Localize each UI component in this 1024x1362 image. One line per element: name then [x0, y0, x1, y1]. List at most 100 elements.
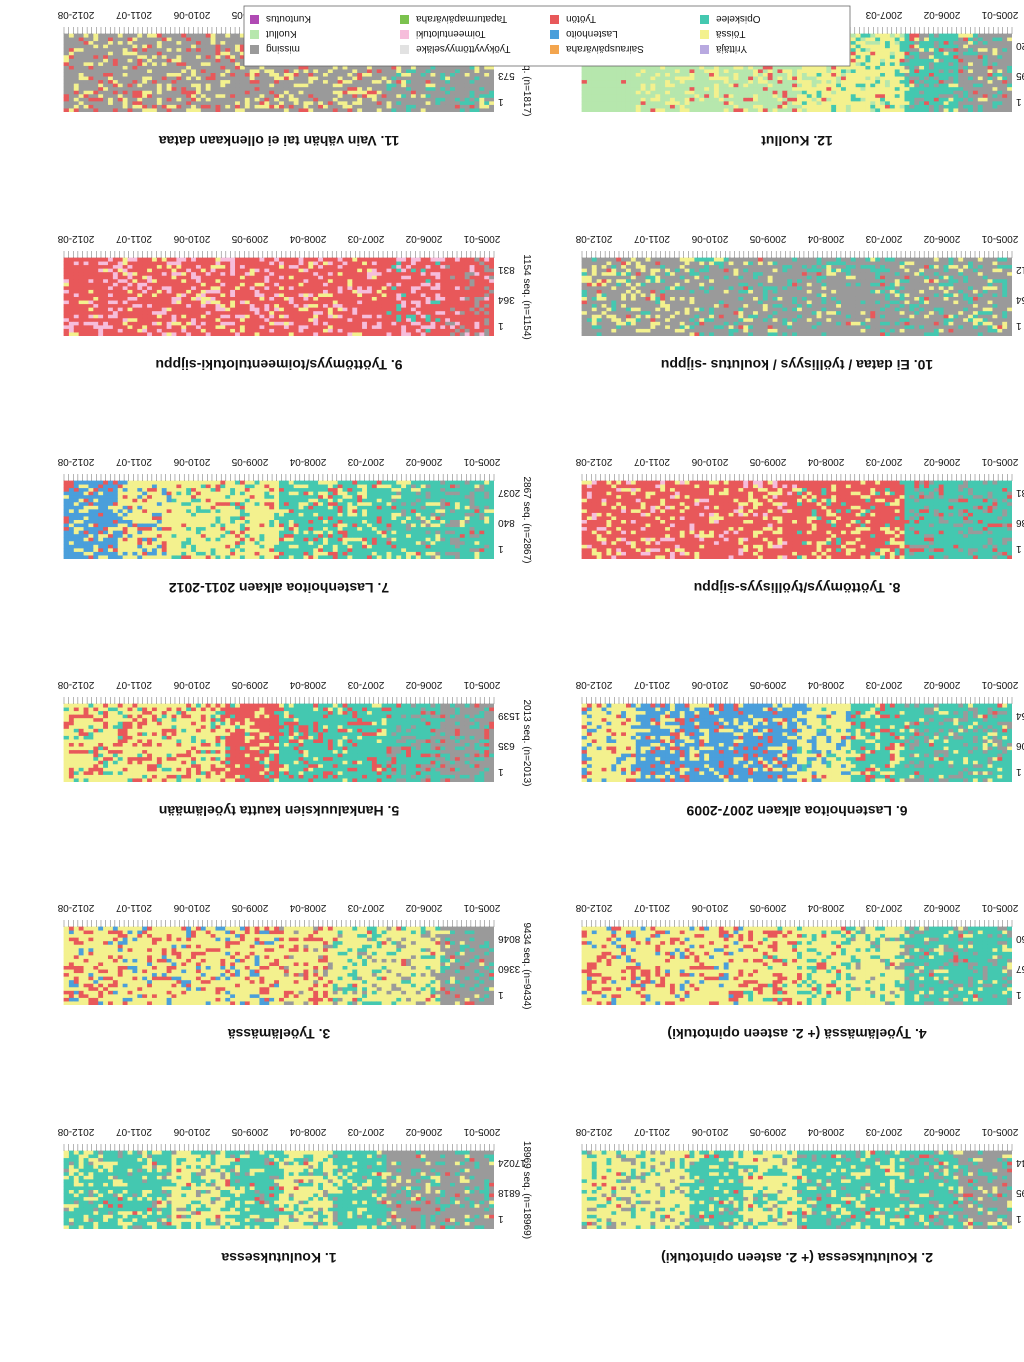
cell-Opiskelee — [478, 979, 485, 984]
cell-missing — [386, 1154, 392, 1159]
cell-Töissä — [356, 937, 363, 942]
cell-Töissä — [205, 958, 211, 963]
cell-missing — [439, 940, 446, 945]
cell-Töissä — [327, 1168, 333, 1173]
cell-Työtön — [215, 986, 221, 991]
cell-Töissä — [386, 986, 392, 991]
cell-Opiskelee — [117, 1157, 123, 1162]
cell-Töissä — [488, 986, 494, 991]
cell-Töissä — [190, 976, 196, 981]
cell-Töissä — [205, 986, 211, 991]
cell-Töissä — [92, 1157, 99, 1162]
cell-Töissä — [190, 983, 196, 988]
cell-Töissä — [146, 930, 152, 935]
cell-Opiskelee — [141, 1200, 148, 1205]
cell-Työtön — [390, 767, 397, 772]
cell-missing — [444, 717, 451, 722]
cell-Töissä — [141, 944, 148, 949]
cell-Lastenhoito — [122, 997, 128, 1002]
cell-Töissä — [78, 983, 84, 988]
cell-Töissä — [141, 979, 148, 984]
cell-Opiskelee — [303, 703, 309, 708]
cell-missing — [444, 993, 451, 998]
cell-missing — [444, 735, 451, 740]
cell-Opiskelee — [400, 710, 407, 715]
cell-Töissä — [410, 937, 416, 942]
cell-missing — [386, 1189, 392, 1194]
cell-Opiskelee — [347, 742, 353, 747]
cell-Töissä — [161, 1164, 167, 1169]
cell-Töissä — [136, 962, 143, 966]
cell-missing — [459, 1189, 465, 1194]
cell-Työtön — [278, 944, 284, 949]
cell-Töissä — [63, 933, 69, 938]
cell-Opiskelee — [361, 767, 367, 772]
cell-Opiskelee — [347, 778, 353, 782]
cell-Työtön — [210, 933, 216, 938]
cell-Töissä — [342, 979, 348, 984]
cell-missing — [439, 1157, 446, 1162]
cell-Töissä — [229, 1221, 236, 1226]
cell-Töissä — [288, 979, 294, 984]
cell-Töissä — [102, 1214, 108, 1219]
cell-Töissä — [273, 951, 279, 956]
cell-missing — [474, 1157, 480, 1162]
cell-Töissä — [171, 937, 177, 942]
cell-Opiskelee — [249, 1175, 255, 1180]
cell-Töissä — [107, 926, 113, 931]
cell-Opiskelee — [317, 756, 323, 761]
cell-Opiskelee — [317, 710, 323, 715]
cell-Opiskelee — [454, 721, 460, 726]
cell-missing — [469, 1161, 475, 1166]
cell-missing — [410, 1189, 416, 1194]
cell-Töissä — [175, 972, 182, 977]
cell-missing — [405, 962, 411, 966]
cell-Opiskelee — [102, 1175, 108, 1180]
cell-Töissä — [298, 965, 304, 970]
cell-Opiskelee — [390, 742, 397, 747]
cell-Töissä — [190, 1164, 196, 1169]
cell-Töissä — [68, 951, 74, 956]
cell-missing — [459, 990, 465, 995]
cell-missing — [434, 728, 441, 733]
cell-Töissä — [63, 993, 69, 998]
cell-Opiskelee — [322, 731, 328, 736]
cell-Töissä — [185, 1210, 192, 1215]
cell-missing — [127, 1171, 133, 1176]
cell-Töissä — [444, 944, 451, 949]
cell-Opiskelee — [97, 1175, 104, 1180]
cell-Töissä — [215, 983, 221, 988]
cell-Töissä — [122, 944, 128, 949]
cell-Töissä — [371, 997, 377, 1002]
cell-Opiskelee — [88, 1168, 94, 1173]
cell-missing — [117, 1150, 123, 1155]
cell-Töissä — [249, 962, 255, 966]
cell-Opiskelee — [420, 742, 426, 747]
cell-Työtön — [312, 739, 319, 743]
cell-missing — [488, 1150, 494, 1155]
cell-Opiskelee — [273, 1214, 279, 1219]
cell-Työtön — [151, 965, 157, 970]
cell-Töissä — [420, 937, 426, 942]
cell-missing — [444, 742, 451, 747]
cell-Töissä — [219, 1161, 226, 1166]
cell-Töissä — [317, 1189, 323, 1194]
cell-Opiskelee — [117, 1164, 123, 1169]
cell-missing — [229, 1154, 236, 1159]
cell-Opiskelee — [122, 1217, 128, 1222]
cell-Opiskelee — [337, 717, 343, 722]
cell-Opiskelee — [63, 1178, 69, 1183]
cell-Työtön — [430, 760, 436, 765]
cell-Opiskelee — [83, 1200, 89, 1205]
cell-Opiskelee — [293, 749, 299, 754]
cell-Opiskelee — [454, 1221, 460, 1226]
cell-missing — [400, 1196, 407, 1201]
cell-missing — [439, 972, 446, 977]
cell-missing — [478, 976, 485, 981]
cell-Opiskelee — [381, 770, 387, 775]
cell-Töissä — [219, 1001, 226, 1005]
cell-Opiskelee — [97, 1171, 104, 1176]
cell-Töissä — [219, 1182, 226, 1187]
cell-Opiskelee — [112, 1157, 118, 1162]
cell-missing — [317, 954, 323, 959]
